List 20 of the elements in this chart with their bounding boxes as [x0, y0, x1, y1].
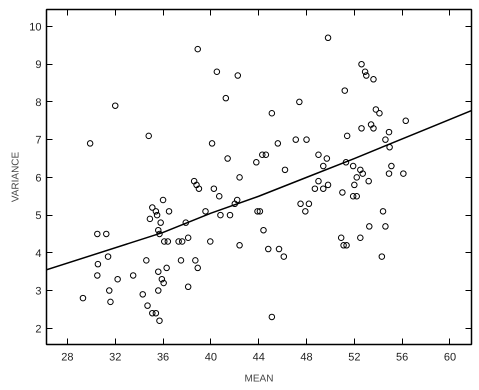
y-axis-title: VARIANCE [10, 151, 22, 202]
y-tick-label: 8 [35, 96, 42, 109]
y-tick-label: 3 [35, 286, 42, 298]
y-tick-label: 7 [35, 134, 42, 147]
y-tick-label: 4 [35, 248, 42, 260]
x-axis-title: MEAN [244, 374, 274, 384]
x-tick-label: 52 [348, 352, 360, 364]
y-tick-label: 10 [29, 21, 42, 34]
x-tick-label: 32 [109, 352, 122, 364]
x-tick-label: 40 [204, 352, 218, 364]
y-tick-label: 5 [35, 210, 42, 222]
x-tick-label: 44 [252, 352, 265, 364]
y-tick-label: 9 [35, 59, 42, 72]
x-tick-label: 60 [444, 352, 456, 364]
x-tick-label: 48 [300, 352, 313, 364]
y-tick-label: 6 [35, 172, 42, 184]
x-tick-label: 28 [61, 352, 74, 364]
x-tick-label: 56 [396, 352, 408, 364]
y-tick-label: 2 [35, 323, 42, 336]
x-tick-label: 36 [156, 352, 170, 364]
